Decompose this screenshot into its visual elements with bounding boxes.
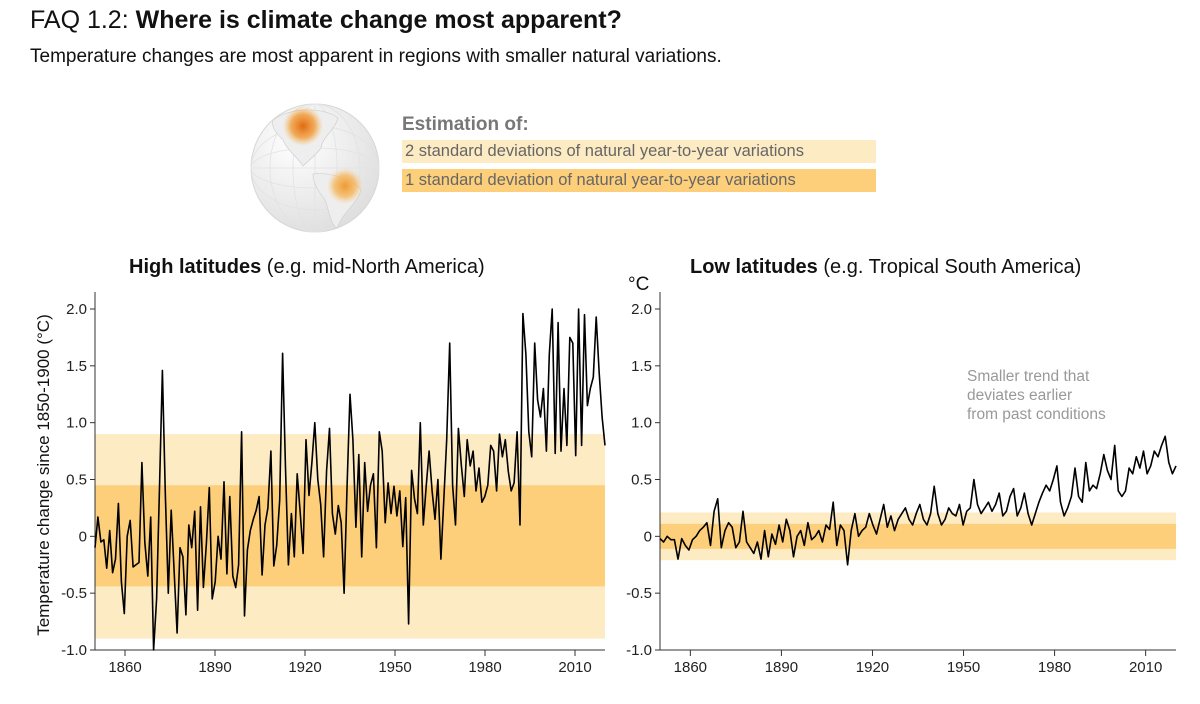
annotation-line-3: from past conditions: [967, 406, 1106, 423]
high-y-tick-label: 1.0: [66, 415, 87, 432]
south-america-hotspot: [327, 168, 363, 204]
globe-illustration: [250, 103, 380, 233]
left-panel-title-rest: (e.g. mid-North America): [261, 256, 485, 278]
low-temperature-series-line: [659, 435, 1177, 566]
low-y-tick-label: -0.5: [626, 585, 652, 602]
low-y-tick-label: -1.0: [626, 642, 652, 659]
legend-title: Estimation of:: [402, 114, 529, 135]
page-title: FAQ 1.2: Where is climate change most ap…: [30, 6, 622, 35]
page-subtitle: Temperature changes are most apparent in…: [30, 46, 722, 67]
right-unit-label: °C: [628, 274, 650, 295]
low-y-tick-label: 1.5: [631, 358, 652, 375]
low-y-tick-label: 0: [644, 528, 652, 545]
high-x-tick-label: 1980: [468, 659, 501, 676]
high-x-tick-label: 2010: [558, 659, 591, 676]
low-x-tick-label: 1980: [1038, 659, 1071, 676]
high-x-tick-label: 1920: [288, 659, 321, 676]
high-temperature-series-line: [94, 308, 606, 651]
right-chart-annotation: Smaller trend that deviates earlier from…: [967, 367, 1106, 424]
legend: Estimation of: 2 standard deviations of …: [402, 114, 876, 198]
high-y-tick-label: 1.5: [66, 358, 87, 375]
faq-prefix: FAQ 1.2:: [30, 6, 136, 34]
left-panel-title-bold: High latitudes: [129, 256, 262, 278]
low-x-tick-label: 1950: [947, 659, 980, 676]
low-x-tick-label: 1890: [765, 659, 798, 676]
high-x-tick-label: 1860: [108, 659, 141, 676]
high-x-tick-label: 1890: [198, 659, 231, 676]
high-one-sd-band: [95, 485, 605, 587]
right-panel-title-rest: (e.g. Tropical South America): [817, 256, 1082, 278]
high-y-tick-label: -1.0: [61, 642, 87, 659]
faq-question: Where is climate change most apparent?: [135, 6, 622, 34]
right-panel-title-bold: Low latitudes: [690, 256, 818, 278]
high-y-tick-label: -0.5: [61, 585, 87, 602]
legend-item-one-sd: 1 standard deviation of natural year-to-…: [402, 169, 876, 192]
high-x-tick-label: 1950: [378, 659, 411, 676]
low-y-tick-label: 2.0: [631, 301, 652, 318]
right-panel-title: Low latitudes (e.g. Tropical South Ameri…: [690, 256, 1081, 279]
low-x-tick-label: 1920: [856, 659, 889, 676]
high-y-tick-label: 2.0: [66, 301, 87, 318]
left-panel-title: High latitudes (e.g. mid-North America): [129, 256, 485, 279]
high-y-tick-label: 0.5: [66, 472, 87, 489]
low-y-tick-label: 1.0: [631, 415, 652, 432]
north-america-hotspot: [283, 106, 323, 146]
high-y-tick-label: 0: [79, 528, 87, 545]
annotation-line-1: Smaller trend that: [967, 368, 1090, 385]
legend-item-two-sd: 2 standard deviations of natural year-to…: [402, 140, 876, 163]
low-x-tick-label: 1860: [674, 659, 707, 676]
low-y-tick-label: 0.5: [631, 472, 652, 489]
annotation-line-2: deviates earlier: [967, 387, 1073, 404]
low-x-tick-label: 2010: [1129, 659, 1162, 676]
